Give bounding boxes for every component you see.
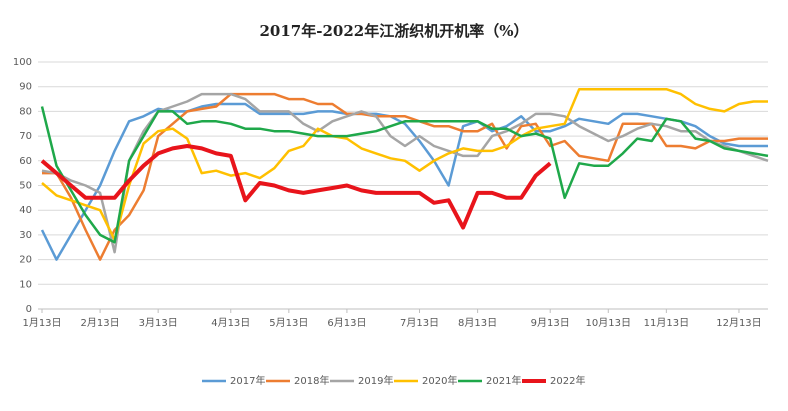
y-tick-label: 100 [13,57,32,68]
x-tick-label: 12月13日 [716,317,761,329]
legend-label: 2021年 [486,374,521,387]
chart-title: 2017年-2022年江浙织机开机率（%） [260,22,529,40]
series-line [40,106,769,244]
legend-label: 2017年 [230,374,265,387]
series-line [42,92,768,261]
y-tick-label: 90 [19,82,32,93]
x-tick-label: 9月13日 [531,317,570,329]
y-tick-label: 20 [19,255,32,266]
x-tick-label: 8月13日 [458,317,497,329]
y-tick-label: 30 [19,230,32,241]
series-line [40,144,552,230]
x-tick-label: 4月13日 [211,317,250,329]
legend-label: 2022年 [550,374,585,387]
y-tick-label: 0 [26,304,32,315]
legend-label: 2019年 [358,374,393,387]
x-tick-label: 10月13日 [586,317,631,329]
x-tick-label: 3月13日 [139,317,178,329]
series-line [41,87,768,242]
x-tick-label: 1月13日 [22,317,61,329]
y-tick-label: 70 [19,131,32,142]
series-line [41,92,769,254]
x-tick-label: 11月13日 [644,317,689,329]
y-tick-label: 40 [19,205,32,216]
x-tick-label: 7月13日 [400,317,439,329]
legend-label: 2020年 [422,374,457,387]
y-tick-label: 60 [19,156,32,167]
y-tick-label: 80 [19,106,32,117]
y-tick-label: 50 [19,181,32,192]
x-tick-label: 5月13日 [269,317,308,329]
x-tick-label: 2月13日 [81,317,120,329]
y-tick-label: 10 [19,279,32,290]
legend-label: 2018年 [294,374,329,387]
x-tick-label: 6月13日 [327,317,366,329]
series-line [40,102,768,261]
